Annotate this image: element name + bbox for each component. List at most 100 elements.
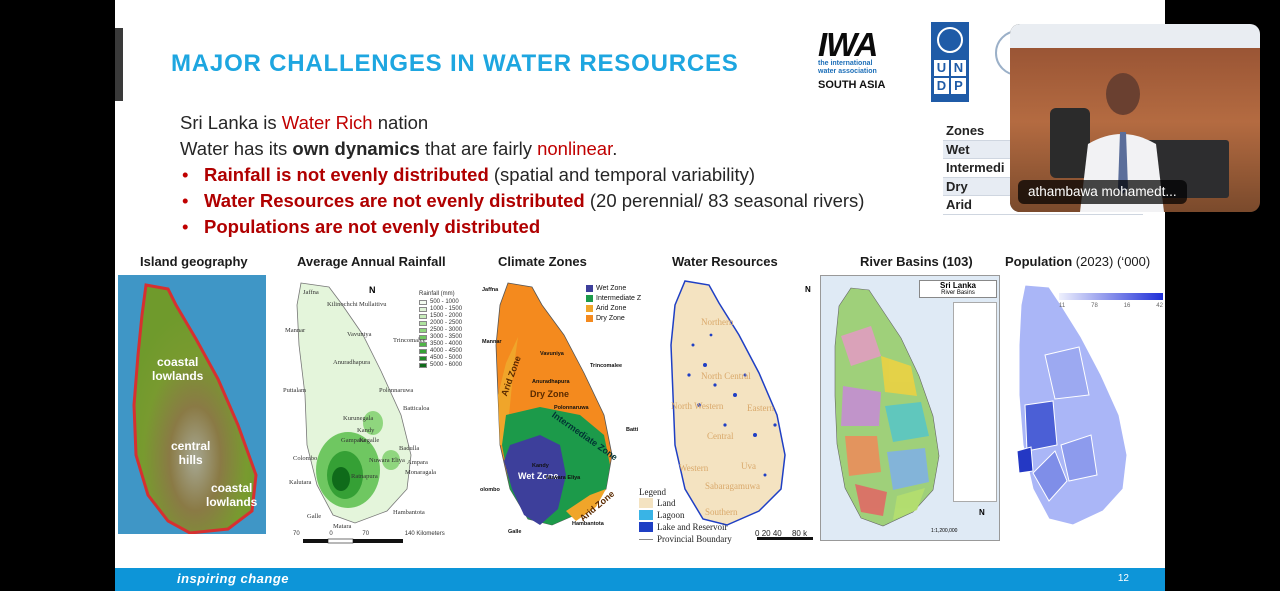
city-label: Batticaloa	[403, 405, 430, 412]
province-label: Central	[707, 431, 734, 441]
river-basins-map: Sri Lanka River Basins N 1:1,200,000	[820, 275, 1000, 541]
rainfall-legend-item: 1500 - 2000	[419, 313, 462, 320]
rainfall-legend: Rainfall (mm) 500 - 1000 1000 - 1500 1500 …	[419, 291, 462, 369]
bullet-populations: • Populations are not evenly distributed	[182, 216, 541, 237]
legend-label: 2000 - 2500	[430, 320, 463, 326]
caption-island-geography: Island geography	[140, 254, 248, 269]
rainfall-legend-item: 1000 - 1500	[419, 306, 462, 313]
legend-label: Wet Zone	[596, 284, 627, 292]
city-label: Mullaitivu	[359, 301, 387, 308]
population-legend-ticks: 11 78 16 42	[1059, 303, 1163, 309]
city-label: Kilinochchi	[327, 301, 358, 308]
province-label: North Western	[671, 401, 724, 411]
city-label: Ratnapura	[351, 473, 378, 480]
water-legend-title: Legend	[639, 487, 666, 497]
rainfall-legend-item: 4500 - 5000	[419, 355, 462, 362]
legend-swatch	[419, 328, 427, 333]
city-label: Kandy	[532, 463, 549, 469]
basins-title: Sri Lanka	[939, 281, 976, 290]
basins-scale: 1:1,200,000	[931, 528, 958, 534]
city-label: Batti	[626, 427, 639, 433]
city-label: Kurunegala	[343, 415, 374, 422]
legend-label: 1500 - 2000	[430, 313, 463, 319]
slide-edge-marker	[115, 28, 123, 101]
bullet-water-resources: • Water Resources are not evenly distribu…	[182, 190, 865, 211]
north-arrow: N	[369, 285, 376, 295]
climate-zone-label: Dry Zone	[530, 389, 570, 399]
caption-water-resources: Water Resources	[672, 254, 778, 269]
rainfall-legend-title: Rainfall (mm)	[419, 291, 455, 297]
participant-video-tile[interactable]: athambawa mohamedt...	[1010, 24, 1260, 212]
city-label: Anuradhapura	[532, 379, 570, 385]
climate-legend-item: Dry Zone	[586, 313, 641, 323]
label-coastal-lowlands-south: coastal lowlands	[206, 481, 258, 509]
city-label: Vavuniya	[540, 351, 564, 357]
water-resources-map: Northern North Central North Western Easter…	[635, 275, 825, 547]
legend-label: Lake and Reservoir	[657, 522, 728, 532]
rainfall-legend-item: 3500 - 4000	[419, 341, 462, 348]
legend-swatch	[586, 304, 593, 312]
island-geography-map: coastal lowlands central hills coastal lowl…	[118, 275, 266, 534]
label-coastal-lowlands-north: coastal lowlands	[152, 355, 204, 383]
iwa-wordmark: IWA	[818, 26, 878, 63]
city-label: Hambantota	[572, 521, 604, 527]
undp-logo: U N D P	[931, 22, 969, 102]
province-label: Uva	[741, 461, 756, 471]
city-label: Trincomalee	[590, 363, 623, 369]
legend-label: 1000 - 1500	[430, 306, 463, 312]
city-label: Galle	[307, 513, 322, 520]
city-label: Nuwara Eliya	[546, 475, 581, 481]
slide-footer: inspiring change 12	[115, 568, 1165, 591]
legend-label: Lagoon	[657, 510, 685, 520]
undp-letter: N	[951, 60, 966, 76]
iwa-line-2: water association	[818, 68, 877, 75]
climate-legend-item: Intermediate Z	[586, 293, 641, 303]
label-central-hills: central hills	[171, 439, 211, 467]
city-label: Polonnaruwa	[379, 387, 414, 394]
page-number: 12	[1117, 573, 1129, 584]
caption-climate-zones: Climate Zones	[498, 254, 587, 269]
city-label: Matara	[333, 523, 352, 530]
province-label: Sabaragamuwa	[705, 481, 760, 491]
legend-swatch	[639, 522, 653, 532]
caption-population: Population (2023) (‘000)	[1005, 254, 1151, 269]
city-label: Hambantota	[393, 509, 425, 516]
participant-name-label: athambawa mohamedt...	[1018, 180, 1187, 204]
city-label: Jaffna	[303, 289, 319, 296]
province-label: Eastern	[747, 403, 774, 413]
slide-body-text: Sri Lanka is Water Rich nation Water has…	[180, 110, 864, 240]
legend-swatch	[419, 321, 427, 326]
city-label: Kandy	[357, 427, 375, 434]
water-legend-item: Lake and Reservoir	[639, 521, 732, 533]
province-label: Southern	[705, 507, 738, 517]
climate-legend-item: Arid Zone	[586, 303, 641, 313]
city-label: Monaragala	[405, 469, 437, 476]
city-label: Jaffna	[482, 287, 499, 293]
legend-swatch	[419, 342, 427, 347]
caption-river-basins: River Basins (103)	[860, 254, 973, 269]
city-label: Mannar	[482, 339, 502, 345]
undp-letter: D	[934, 78, 949, 94]
rainfall-legend-item: 2500 - 3000	[419, 327, 462, 334]
body-line: Water has its own dynamics that are fair…	[180, 138, 618, 159]
rainfall-legend-item: 2000 - 2500	[419, 320, 462, 327]
province-label: Northern	[701, 317, 734, 327]
rainfall-legend-item: 3000 - 3500	[419, 334, 462, 341]
city-label: Colombo	[293, 455, 318, 462]
rainfall-legend-item: 500 - 1000	[419, 299, 462, 306]
legend-label: 500 - 1000	[430, 299, 459, 305]
legend-swatch	[639, 510, 653, 520]
legend-swatch	[419, 314, 427, 319]
presentation-slide: MAJOR CHALLENGES IN WATER RESOURCES IWA …	[115, 0, 1165, 591]
basins-subtitle: River Basins	[941, 290, 975, 296]
city-label: Polonnaruwa	[554, 405, 589, 411]
city-label: Nuwara Eliya	[369, 457, 405, 464]
water-scale: 0 20 40 80 k	[755, 529, 808, 538]
basins-legend	[953, 302, 997, 502]
climate-zones-map: Wet Zone Intermediate Z Arid Zone Dry Zone …	[480, 275, 655, 545]
legend-swatch	[419, 300, 427, 305]
legend-label: 3500 - 4000	[430, 341, 463, 347]
legend-label: Dry Zone	[596, 314, 625, 322]
city-label: Kalutara	[289, 479, 312, 486]
slide-title: MAJOR CHALLENGES IN WATER RESOURCES	[171, 50, 739, 77]
